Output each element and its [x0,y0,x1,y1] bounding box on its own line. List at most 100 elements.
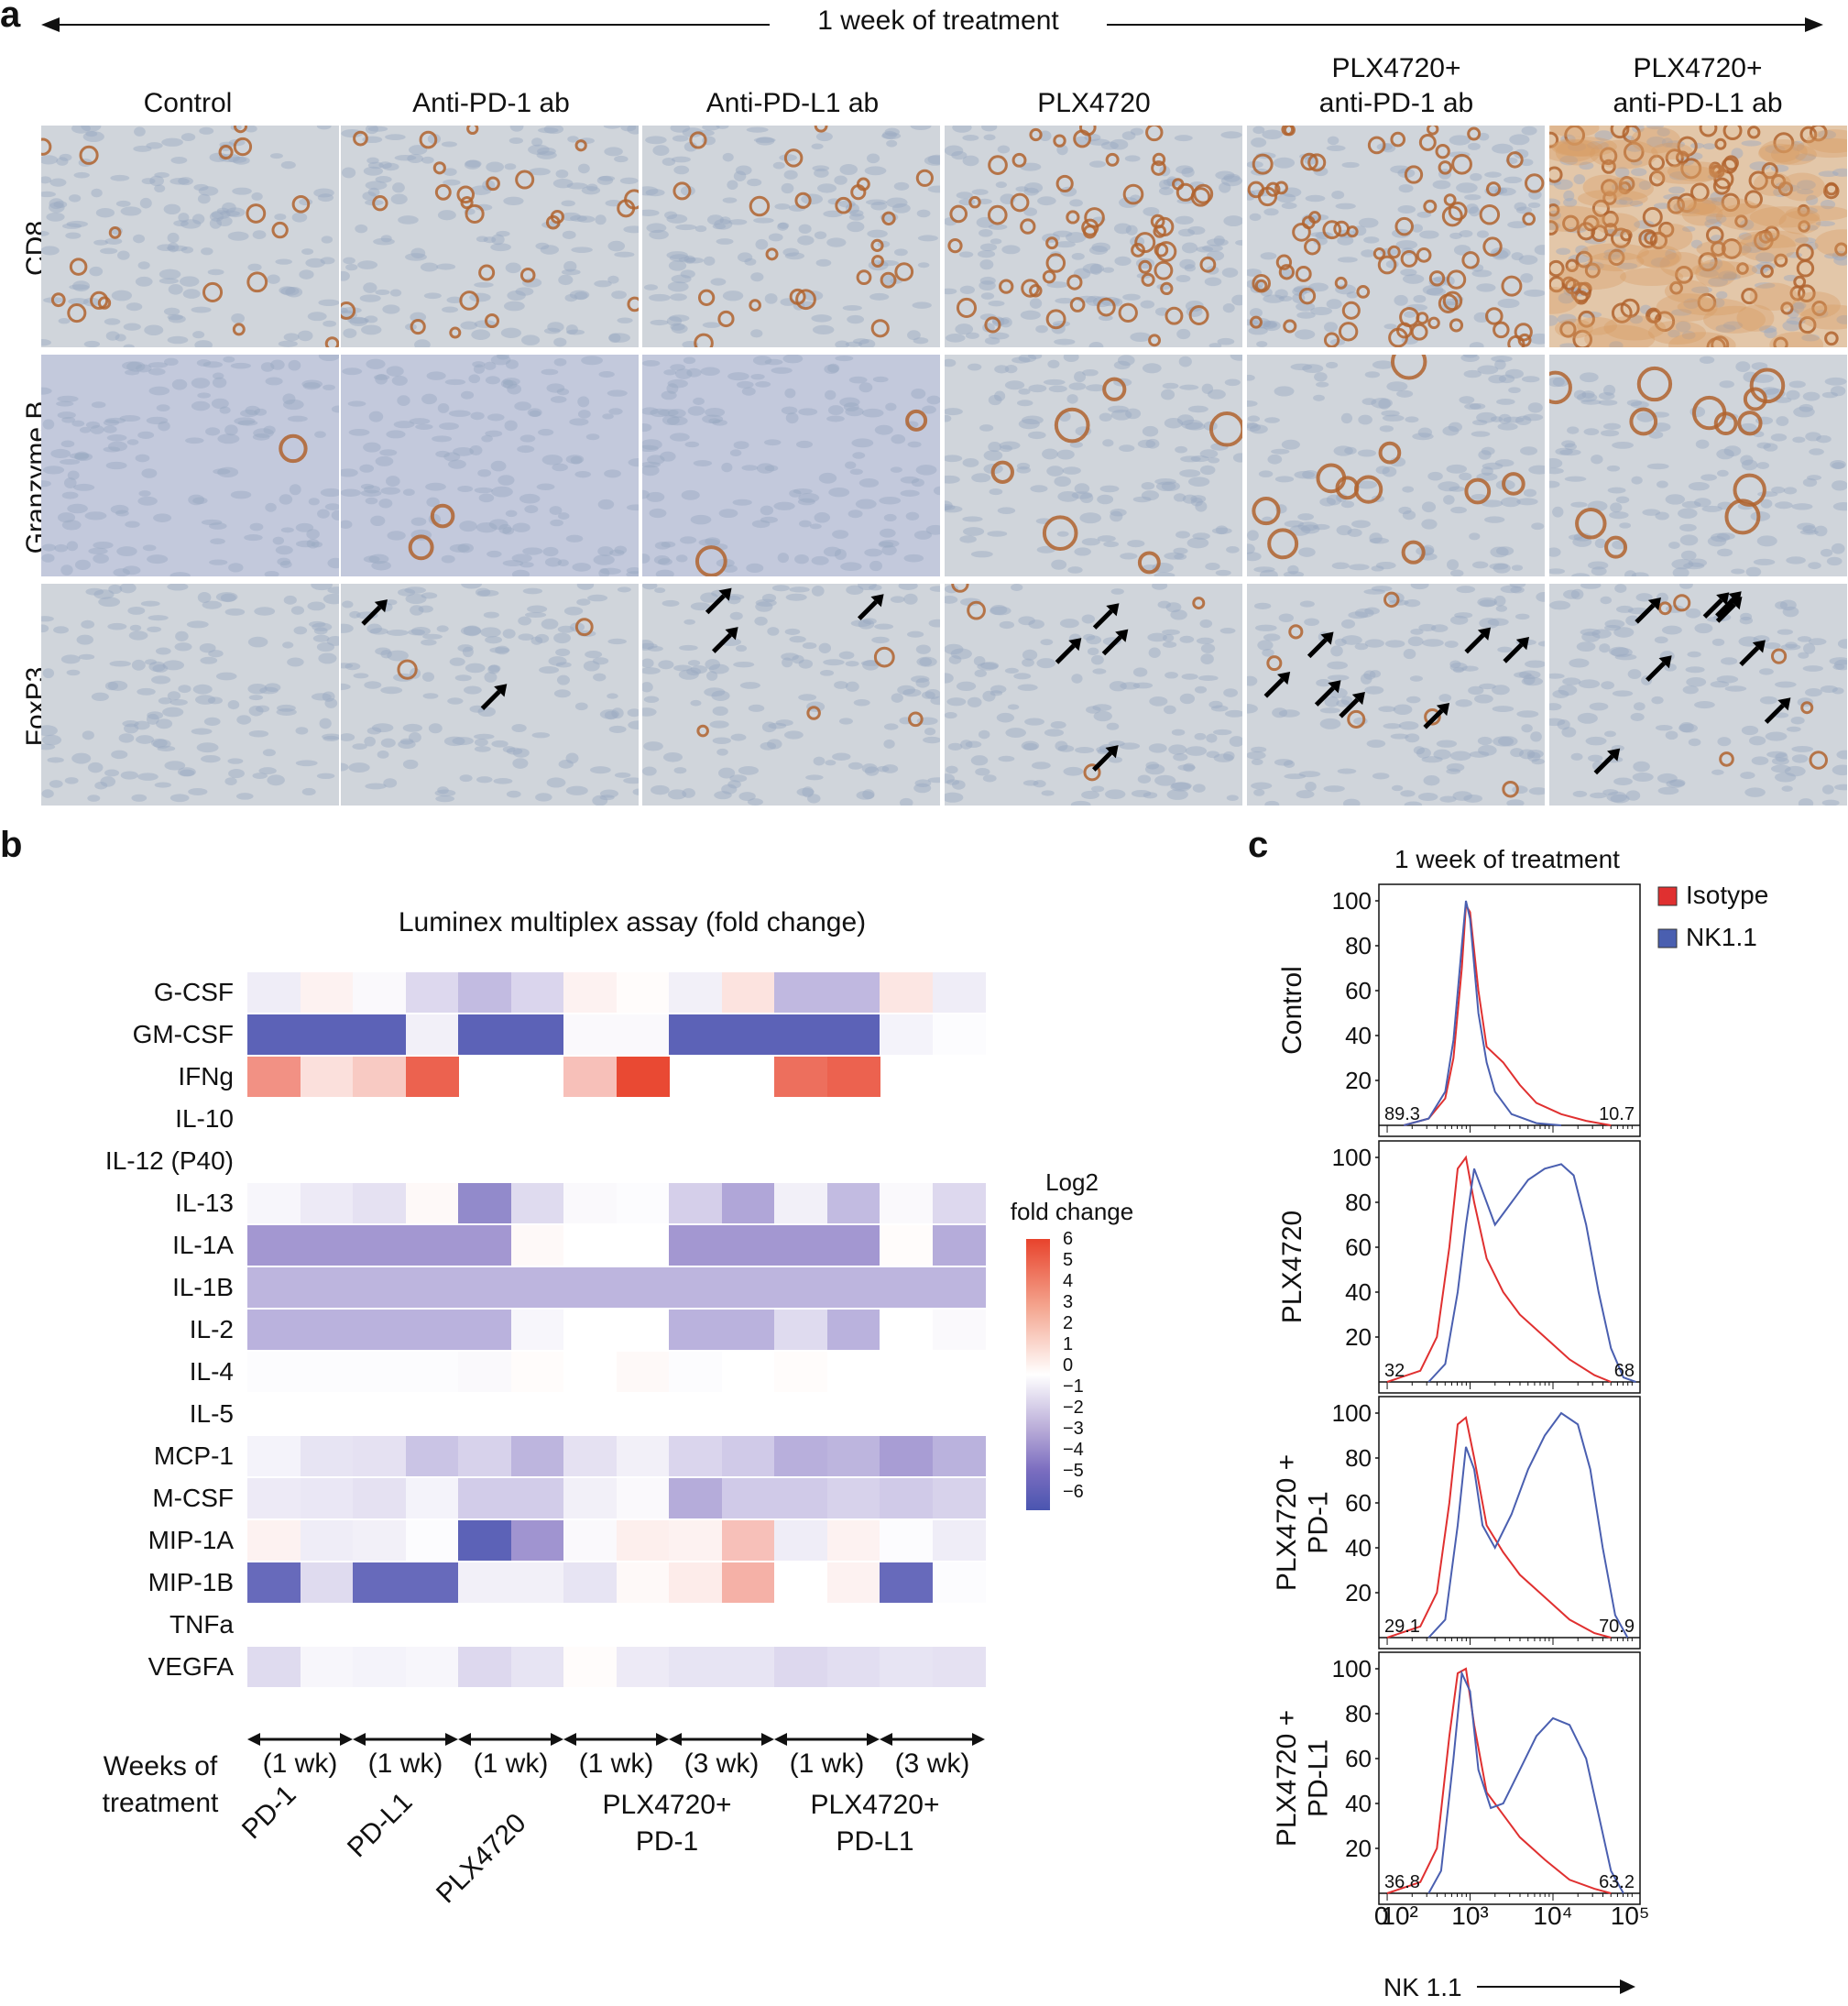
heatmap-cell [774,1014,827,1055]
heatmap-cell [669,1225,722,1266]
heatmap-cell [510,1352,564,1392]
heatmap-cell [510,1647,564,1687]
micrograph-texture [41,355,339,576]
legend-title-1: Log2 [1045,1168,1099,1196]
heatmap-cell [353,1562,406,1603]
heatmap-cell [458,1014,511,1055]
micrograph-r0-c1 [341,126,639,347]
heatmap-cell [721,1520,775,1561]
heatmap-cell [510,1520,564,1561]
micrograph-grid [41,126,1848,806]
micrograph-texture [341,584,639,806]
heatmap-cell [616,1057,670,1097]
weeks-label-2: treatment [102,1788,219,1818]
heatmap-cell [669,1267,722,1308]
heatmap-cell [826,1310,880,1350]
nk11-curve [1427,1411,1629,1639]
heatmap-cell [563,1183,617,1223]
panel-a-header: 1 week of treatment [817,5,1059,36]
heatmap-cell [616,972,670,1013]
y-tick-label: 20 [1345,1067,1372,1094]
cytokine-label: IL-13 [175,1189,234,1217]
heatmap-cell [300,1478,354,1518]
x-tick-label: 10² [1381,1902,1417,1930]
week-group-arrow [353,1733,458,1746]
gate-left-pct: 36.8 [1384,1872,1420,1892]
y-tick-label: 20 [1345,1579,1372,1606]
x-tick-label: 0 [1374,1902,1389,1930]
heatmap-cell [510,1310,564,1350]
cytokine-label: IL-4 [189,1357,234,1386]
col-line2: Anti-PD-1 ab [412,88,570,118]
heatmap-cell [247,1014,301,1055]
heatmap-cell [405,1520,459,1561]
heatmap-cell [510,1183,564,1223]
micrograph-r2-c2 [642,584,940,806]
legend-tick: −5 [1063,1461,1084,1481]
col-label-plx-pdl1: PLX4720+ anti-PD-L1 ab [1551,51,1844,121]
heatmap-cell [826,1647,880,1687]
flow-legend-item: Isotype [1657,881,1768,909]
heatmap-cell [300,1562,354,1603]
heatmap-cell [458,1647,511,1687]
flow-panel: 20 40 60 80 100 Control 89.3 10.7 [1277,883,1641,1137]
heatmap-cell [669,1520,722,1561]
micrograph-r1-c5 [1549,355,1847,576]
heatmap-cell [353,1436,406,1476]
heatmap-cell [353,1520,406,1561]
heatmap-cell [774,1478,827,1518]
heatmap-cell [563,972,617,1013]
heatmap-cell [563,1310,617,1350]
cytokine-label: TNFa [169,1610,234,1639]
foxp3-arrow [705,587,732,615]
heatmap-cell [721,1352,775,1392]
heatmap-cell [669,1183,722,1223]
foxp3-arrow [1635,597,1661,624]
micrograph-r0-c2 [642,126,940,347]
week-group-arrow [669,1733,774,1746]
heatmap-cell [932,1562,986,1603]
col-line2: Anti-PD-L1 ab [705,88,880,118]
micrograph-texture [945,355,1242,576]
svg-text:NK1.1: NK1.1 [1686,923,1757,951]
foxp3-arrow [1464,627,1492,654]
legend-tick: 5 [1063,1250,1074,1270]
heatmap-cell [353,1057,406,1097]
col-label-plx4720: PLX4720 [947,51,1241,121]
foxp3-arrow [1092,603,1120,630]
micrograph-r2-c1 [341,584,639,806]
heatmap-cell [458,1352,511,1392]
panel-a-letter: a [0,0,21,35]
heatmap-cell [247,1057,301,1097]
heatmap-cell [510,1478,564,1518]
flow-row-label: PLX4720 +PD-L1 [1272,1710,1334,1847]
heatmap-cell [826,1183,880,1223]
heatmap-cell [932,1520,986,1561]
foxp3-arrow [1764,697,1791,724]
treatment-line1: PLX4720+ [810,1790,940,1820]
x-tick-label: 10³ [1451,1902,1488,1930]
heatmap-cell [458,1520,511,1561]
foxp3-arrow [1101,629,1129,656]
heatmap-cell [826,972,880,1013]
micrograph-r2-c0 [41,584,339,806]
foxp3-arrow [711,627,738,653]
heatmap-cell [774,1225,827,1266]
y-tick-label: 80 [1345,1700,1372,1727]
heatmap-cell [669,1310,722,1350]
heatmap-cell [616,1352,670,1392]
heatmap-cell [616,1647,670,1687]
heatmap-cell [458,1310,511,1350]
heatmap-cell [300,1057,354,1097]
heatmap-cell [300,1267,354,1308]
micrograph-r0-c5 [1549,126,1847,347]
treatment-line1: PLX4720+ [602,1790,732,1820]
treatment-plx-pdl1: PLX4720+ PD-L1 [783,1787,967,1860]
heatmap-cell [458,1562,511,1603]
heatmap-cell [300,1225,354,1266]
heatmap-cell [247,1436,301,1476]
heatmap-cell [458,1478,511,1518]
y-tick-label: 40 [1345,1278,1372,1306]
heatmap-cell [721,1436,775,1476]
micrograph-r2-c5 [1549,584,1847,806]
